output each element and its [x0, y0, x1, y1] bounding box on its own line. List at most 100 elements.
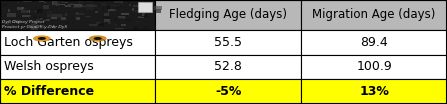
Bar — [301, 79, 447, 104]
Bar — [38, 17, 39, 20]
Bar — [7, 13, 16, 17]
Bar — [47, 14, 53, 17]
Bar — [24, 7, 28, 9]
Ellipse shape — [94, 37, 102, 40]
Bar — [63, 10, 72, 12]
Bar — [301, 55, 447, 79]
Bar — [155, 30, 301, 55]
Bar — [81, 5, 88, 7]
Bar — [71, 22, 73, 24]
Bar — [129, 4, 131, 6]
Bar — [57, 0, 66, 1]
Bar — [46, 11, 53, 15]
Text: % Difference: % Difference — [4, 85, 94, 98]
Bar — [74, 4, 82, 7]
Bar — [101, 3, 105, 4]
Bar — [76, 13, 84, 15]
Bar — [144, 3, 150, 7]
Bar — [21, 0, 29, 1]
Bar — [28, 20, 35, 24]
Bar — [30, 25, 34, 26]
Bar — [155, 79, 301, 104]
Bar — [120, 14, 128, 17]
Bar — [39, 0, 43, 2]
Bar — [301, 0, 447, 30]
Text: 13%: 13% — [359, 85, 389, 98]
Bar — [61, 17, 66, 20]
Bar — [59, 17, 60, 18]
Bar — [121, 1, 122, 4]
Bar — [38, 9, 43, 13]
Bar — [35, 10, 36, 13]
Bar — [86, 6, 94, 10]
Bar — [133, 16, 134, 19]
Bar — [33, 17, 41, 18]
Bar — [58, 4, 65, 5]
Bar — [132, 8, 134, 11]
Bar — [104, 6, 105, 7]
Bar — [0, 0, 155, 30]
Bar — [65, 5, 71, 7]
Bar — [137, 21, 139, 22]
Bar — [31, 23, 36, 26]
Bar — [114, 22, 116, 26]
Bar — [95, 11, 98, 13]
Bar — [145, 19, 147, 23]
Bar — [29, 10, 30, 13]
Bar — [45, 11, 47, 15]
Bar — [110, 0, 116, 1]
Bar — [108, 9, 110, 13]
Bar — [138, 16, 140, 18]
Bar — [29, 0, 33, 1]
Bar — [103, 7, 104, 11]
Bar — [111, 16, 114, 17]
Bar — [44, 2, 46, 3]
Bar — [96, 22, 101, 25]
Bar — [153, 9, 161, 13]
Bar — [21, 10, 30, 13]
Bar — [58, 0, 63, 2]
Bar — [68, 4, 74, 5]
Ellipse shape — [38, 37, 46, 40]
Bar — [154, 6, 161, 10]
Bar — [108, 22, 111, 24]
Bar — [31, 27, 38, 30]
Bar — [301, 30, 447, 55]
Bar — [121, 0, 125, 1]
Bar — [64, 4, 65, 6]
Bar — [123, 0, 126, 2]
Bar — [36, 25, 42, 26]
Bar — [26, 1, 32, 2]
Text: Fledging Age (days): Fledging Age (days) — [169, 8, 287, 21]
Bar — [107, 6, 110, 9]
Bar — [118, 21, 122, 22]
Text: Migration Age (days): Migration Age (days) — [312, 8, 436, 21]
Bar — [78, 0, 84, 3]
Ellipse shape — [33, 35, 51, 42]
Bar — [138, 2, 143, 3]
Bar — [73, 22, 74, 25]
Bar — [155, 0, 301, 30]
Bar — [62, 2, 68, 3]
Bar — [54, 26, 55, 29]
Bar — [74, 16, 76, 17]
Bar — [42, 18, 46, 20]
Bar — [143, 27, 148, 29]
Bar — [109, 10, 117, 11]
Bar — [155, 55, 301, 79]
Bar — [89, 24, 97, 26]
Bar — [64, 26, 68, 28]
Bar — [138, 17, 144, 18]
Text: 52.8: 52.8 — [214, 60, 242, 73]
Bar — [144, 14, 147, 17]
Bar — [22, 7, 24, 9]
Text: Welsh ospreys: Welsh ospreys — [4, 60, 93, 73]
Bar — [43, 5, 49, 9]
Bar — [98, 24, 101, 25]
Text: Prosiect yr Gwalch-y-Dŵr Dyfi: Prosiect yr Gwalch-y-Dŵr Dyfi — [2, 25, 67, 29]
Bar — [85, 15, 91, 17]
Bar — [99, 23, 104, 26]
Bar — [71, 3, 73, 5]
Bar — [44, 19, 50, 21]
Bar — [22, 15, 30, 17]
